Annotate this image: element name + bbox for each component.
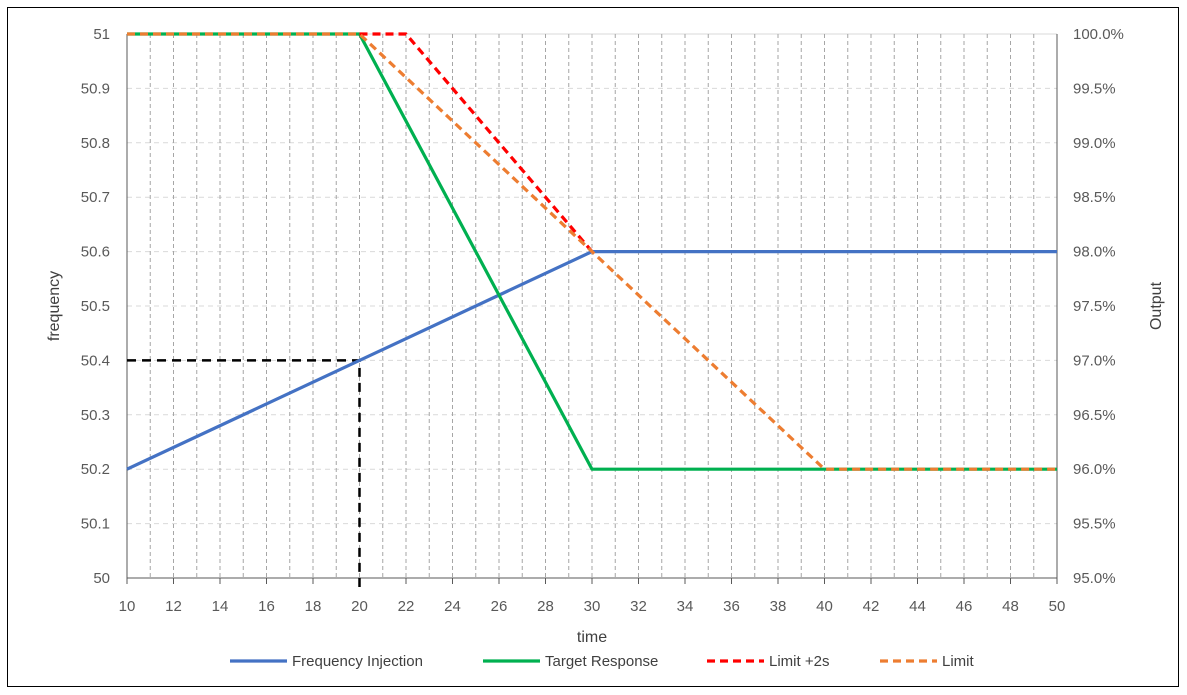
x-tick-label: 38 [770, 598, 787, 615]
x-tick-label: 24 [444, 598, 461, 615]
y2-tick-label: 96.5% [1073, 407, 1116, 424]
y2-tick-label: 95.5% [1073, 516, 1116, 533]
x-axis-ticks: 10 12 14 16 18 20 22 24 26 28 30 32 34 36 38 40 42 44 46 48… [119, 598, 1066, 615]
x-tick-label: 48 [1002, 598, 1019, 615]
x-tick-label: 10 [119, 598, 136, 615]
y-tick-label: 50.4 [81, 352, 110, 369]
y2-tick-label: 96.0% [1073, 461, 1116, 478]
y-tick-label: 50.8 [81, 135, 110, 152]
axes [126, 34, 1058, 584]
gridlines [127, 33, 1057, 578]
y-tick-label: 50 [93, 570, 110, 587]
x-axis-title: time [577, 629, 607, 646]
x-tick-label: 30 [584, 598, 601, 615]
x-tick-label: 26 [491, 598, 508, 615]
x-tick-label: 44 [909, 598, 926, 615]
x-tick-label: 14 [212, 598, 229, 615]
y2-tick-label: 97.5% [1073, 298, 1116, 315]
y-tick-label: 50.9 [81, 80, 110, 97]
legend: Frequency Injection Target Response Limit … [230, 653, 975, 670]
x-tick-label: 34 [677, 598, 694, 615]
legend-label: Frequency Injection [292, 653, 423, 670]
y2-tick-label: 99.0% [1073, 135, 1116, 152]
series-line-target-response [127, 32, 1057, 471]
legend-label: Limit [942, 653, 975, 670]
y2-tick-label: 100.0% [1073, 26, 1124, 43]
x-tick-label: 50 [1049, 598, 1066, 615]
x-tick-label: 36 [723, 598, 740, 615]
y2-tick-label: 95.0% [1073, 570, 1116, 587]
y2-axis-title: Output [1148, 281, 1165, 330]
y-tick-label: 51 [93, 26, 110, 43]
legend-label: Limit +2s [769, 653, 829, 670]
x-tick-label: 18 [305, 598, 322, 615]
y2-tick-label: 98.0% [1073, 244, 1116, 261]
x-tick-label: 42 [863, 598, 880, 615]
y2-tick-label: 97.0% [1073, 352, 1116, 369]
y2-tick-label: 98.5% [1073, 189, 1116, 206]
series-lines [126, 32, 1057, 471]
x-tick-label: 20 [351, 598, 368, 615]
y-tick-label: 50.3 [81, 407, 110, 424]
legend-label: Target Response [545, 653, 658, 670]
x-tick-label: 32 [630, 598, 647, 615]
series-line-limit-2s [359, 32, 594, 253]
chart-frame [7, 7, 1179, 687]
y-tick-label: 50.5 [81, 298, 110, 315]
x-tick-label: 46 [956, 598, 973, 615]
series-line-limit [127, 32, 1057, 471]
y-tick-label: 50.2 [81, 461, 110, 478]
y2-axis-ticks: 95.0% 95.5% 96.0% 96.5% 97.0% 97.5% 98.0% 98.5%… [1073, 26, 1124, 587]
y2-tick-label: 99.5% [1073, 80, 1116, 97]
x-tick-label: 12 [165, 598, 182, 615]
x-tick-label: 16 [258, 598, 275, 615]
x-tick-label: 28 [537, 598, 554, 615]
y-axis-title: frequency [46, 271, 63, 341]
y-tick-label: 50.1 [81, 516, 110, 533]
y-axis-ticks: 50 50.1 50.2 50.3 50.4 50.5 50.6 50.7 50.8 50.9 51 [81, 26, 110, 587]
y-tick-label: 50.6 [81, 244, 110, 261]
x-tick-label: 40 [816, 598, 833, 615]
y-tick-label: 50.7 [81, 189, 110, 206]
x-tick-label: 22 [398, 598, 415, 615]
